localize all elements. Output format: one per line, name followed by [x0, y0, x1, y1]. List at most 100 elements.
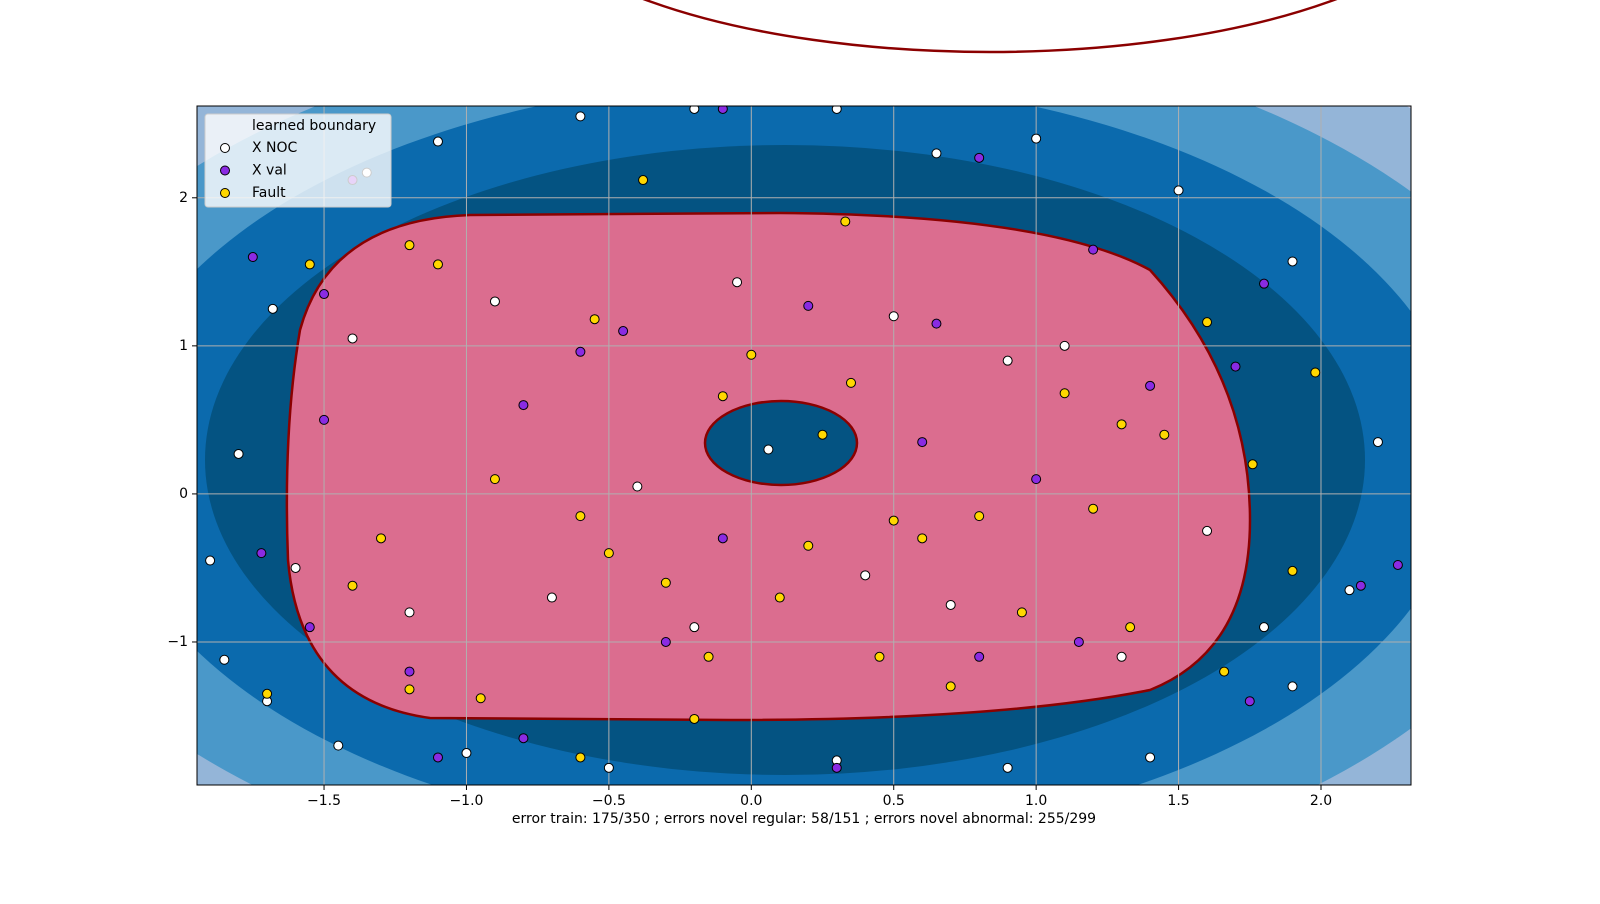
point: [262, 688, 273, 699]
point: [1259, 622, 1270, 633]
point: [603, 548, 614, 559]
point: [1173, 185, 1184, 196]
x-tick-label: −0.5: [592, 793, 626, 809]
point: [1116, 419, 1127, 430]
point: [290, 562, 301, 573]
point: [632, 481, 643, 492]
x-tick-label: 2.0: [1310, 793, 1332, 809]
point: [1219, 666, 1230, 677]
point: [304, 259, 315, 270]
point: [1310, 367, 1321, 378]
legend-label: learned boundary: [252, 118, 376, 134]
legend-box: [204, 113, 392, 208]
point: [247, 252, 258, 263]
point: [803, 300, 814, 311]
point: [1059, 340, 1070, 351]
point: [475, 693, 486, 704]
point: [817, 429, 828, 440]
legend: learned boundary X NOC X val Fault: [204, 113, 392, 208]
point: [638, 175, 649, 186]
y-tick-label: 1: [179, 338, 188, 354]
point: [347, 333, 358, 344]
point: [840, 216, 851, 227]
legend-marker: [220, 165, 230, 176]
point: [404, 240, 415, 251]
point: [1031, 474, 1042, 485]
point: [1202, 525, 1213, 536]
x-axis-label: error train: 175/350 ; errors novel regu…: [512, 811, 1096, 827]
point: [432, 136, 443, 147]
point: [575, 346, 586, 357]
point: [1125, 622, 1136, 633]
point: [917, 533, 928, 544]
y-tick-label: 2: [179, 190, 188, 206]
point: [1002, 355, 1013, 366]
point: [660, 577, 671, 588]
point: [860, 570, 871, 581]
legend-label: Fault: [252, 185, 286, 201]
point: [1259, 278, 1270, 289]
point: [432, 752, 443, 763]
point: [233, 448, 244, 459]
point: [917, 437, 928, 448]
point: [333, 740, 344, 751]
point: [1244, 696, 1255, 707]
point: [689, 713, 700, 724]
point: [1002, 762, 1013, 773]
point: [689, 106, 700, 114]
x-tick-label: 0.5: [883, 793, 905, 809]
y-tick-label: 0: [179, 486, 188, 502]
point: [404, 607, 415, 618]
point: [945, 681, 956, 692]
point: [831, 106, 842, 114]
point: [267, 303, 278, 314]
plot-frame: [196, 105, 1412, 786]
boundary-fragment: [642, 0, 1338, 54]
point: [689, 622, 700, 633]
point: [732, 277, 743, 288]
point: [1247, 459, 1258, 470]
grid: [197, 106, 1411, 785]
point: [1145, 752, 1156, 763]
legend-marker: [220, 188, 230, 198]
point: [1088, 503, 1099, 514]
point: [1016, 607, 1027, 618]
point: [575, 752, 586, 763]
point: [546, 592, 557, 603]
ticks: −1.5 −1.0 −0.5 0.0 0.5 1.0 1.5 2.0 −1 0 1 2: [167, 190, 1332, 809]
point: [974, 651, 985, 662]
point: [774, 592, 785, 603]
point: [845, 377, 856, 388]
point: [575, 111, 586, 122]
x-tick-label: 1.0: [1025, 793, 1047, 809]
point: [1372, 437, 1383, 448]
points: [205, 106, 1403, 773]
x-tick-label: 1.5: [1167, 793, 1189, 809]
point: [931, 148, 942, 159]
point: [1355, 580, 1366, 591]
point: [404, 684, 415, 695]
point: [1059, 388, 1070, 399]
legend-label: X val: [252, 163, 287, 179]
point: [404, 666, 415, 677]
point: [589, 314, 600, 325]
point: [319, 414, 330, 425]
point: [1287, 256, 1298, 267]
point: [518, 733, 529, 744]
point: [347, 580, 358, 591]
point: [1159, 429, 1170, 440]
point: [717, 533, 728, 544]
boundary-hole: [703, 399, 859, 487]
legend-marker: [220, 143, 230, 153]
point: [518, 400, 529, 411]
point: [1344, 585, 1355, 596]
point: [974, 152, 985, 163]
point: [746, 349, 757, 360]
x-tick-label: −1.5: [307, 793, 341, 809]
point: [603, 762, 614, 773]
legend-label: X NOC: [252, 140, 298, 156]
point: [1392, 559, 1403, 570]
point: [803, 540, 814, 551]
